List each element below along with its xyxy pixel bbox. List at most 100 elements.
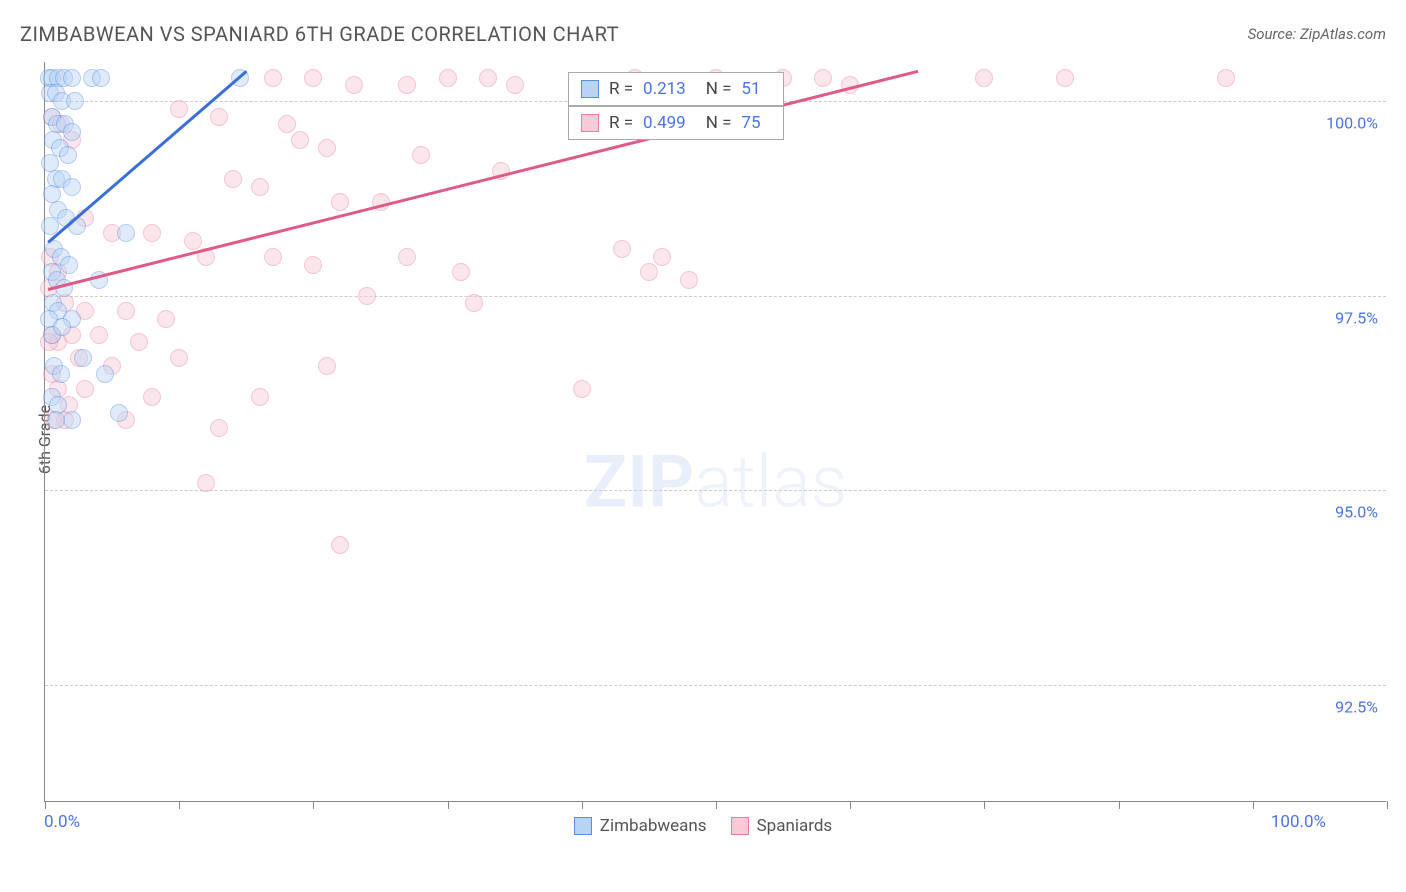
x-tick [179, 801, 180, 809]
scatter-point [251, 178, 269, 196]
x-tick [984, 801, 985, 809]
scatter-point [66, 92, 84, 110]
scatter-point [117, 302, 135, 320]
bottom-legend: Zimbabweans Spaniards [0, 816, 1406, 839]
scatter-point [210, 419, 228, 437]
legend-swatch [581, 114, 599, 132]
legend-swatch [731, 817, 749, 835]
scatter-point [63, 178, 81, 196]
scatter-point [412, 146, 430, 164]
scatter-point [304, 256, 322, 274]
x-tick [1253, 801, 1254, 809]
scatter-point [358, 287, 376, 305]
legend-swatch [574, 817, 592, 835]
scatter-point [304, 69, 322, 87]
scatter-point [318, 139, 336, 157]
scatter-point [331, 193, 349, 211]
legend-item: Zimbabweans [574, 816, 707, 836]
scatter-point [60, 256, 78, 274]
scatter-point [264, 69, 282, 87]
scatter-point [573, 380, 591, 398]
scatter-point [143, 388, 161, 406]
legend-swatch [581, 80, 599, 98]
scatter-point [653, 248, 671, 266]
chart-title: ZIMBABWEAN VS SPANIARD 6TH GRADE CORRELA… [20, 22, 619, 46]
scatter-point [74, 349, 92, 367]
scatter-point [157, 310, 175, 328]
scatter-point [197, 474, 215, 492]
scatter-point [975, 69, 993, 87]
y-tick-label: 95.0% [1335, 503, 1378, 522]
y-tick-label: 92.5% [1335, 698, 1378, 717]
scatter-point [398, 248, 416, 266]
legend-label: Zimbabweans [600, 816, 707, 836]
scatter-point [170, 100, 188, 118]
scatter-point [110, 404, 128, 422]
scatter-point [452, 263, 470, 281]
scatter-point [506, 76, 524, 94]
scatter-point [63, 123, 81, 141]
scatter-point [59, 146, 77, 164]
scatter-point [143, 224, 161, 242]
scatter-point [170, 349, 188, 367]
scatter-point [814, 69, 832, 87]
scatter-point [90, 326, 108, 344]
scatter-point [184, 232, 202, 250]
scatter-point [130, 333, 148, 351]
x-tick [716, 801, 717, 809]
scatter-point [1217, 69, 1235, 87]
x-tick [582, 801, 583, 809]
scatter-plot-area: ZIPatlas 92.5% 95.0% 97.5% 100.0% [44, 62, 1386, 802]
x-tick [45, 801, 46, 809]
scatter-point [251, 388, 269, 406]
r-value: 0.213 [643, 79, 686, 99]
scatter-point [345, 76, 363, 94]
watermark-atlas: atlas [694, 440, 847, 525]
n-value: 51 [741, 79, 760, 99]
source-link[interactable]: Source: ZipAtlas.com [1248, 25, 1386, 43]
n-value: 75 [741, 113, 760, 133]
n-label: N = [706, 79, 732, 99]
scatter-point [398, 76, 416, 94]
x-tick [313, 801, 314, 809]
scatter-point [680, 271, 698, 289]
scatter-point [291, 131, 309, 149]
scatter-point [1056, 69, 1074, 87]
stats-legend-row: R =0.499N =75 [568, 106, 784, 140]
scatter-point [640, 263, 658, 281]
scatter-point [96, 365, 114, 383]
x-tick [1387, 801, 1388, 809]
scatter-point [117, 224, 135, 242]
scatter-point [439, 69, 457, 87]
stats-legend-row: R = 0.213 N = 51 [568, 72, 784, 106]
scatter-point [210, 108, 228, 126]
legend-item: Spaniards [731, 816, 833, 836]
n-label: N = [706, 113, 732, 133]
x-tick [448, 801, 449, 809]
scatter-point [52, 365, 70, 383]
scatter-point [92, 69, 110, 87]
grid-line [45, 490, 1386, 491]
scatter-point [224, 170, 242, 188]
watermark-zip: ZIP [584, 440, 694, 525]
scatter-point [613, 240, 631, 258]
scatter-point [53, 318, 71, 336]
scatter-point [318, 357, 336, 375]
r-label: R = [609, 113, 633, 133]
scatter-point [264, 248, 282, 266]
chart-header: ZIMBABWEAN VS SPANIARD 6TH GRADE CORRELA… [0, 0, 1406, 56]
scatter-point [479, 69, 497, 87]
scatter-point [465, 294, 483, 312]
scatter-point [331, 536, 349, 554]
watermark-logo: ZIPatlas [584, 440, 848, 525]
x-tick [1119, 801, 1120, 809]
x-tick [850, 801, 851, 809]
y-tick-label: 97.5% [1335, 308, 1378, 327]
scatter-point [63, 411, 81, 429]
grid-line [45, 685, 1386, 686]
scatter-point [278, 115, 296, 133]
r-label: R = [609, 79, 633, 99]
scatter-point [76, 380, 94, 398]
grid-line [45, 296, 1386, 297]
y-tick-label: 100.0% [1326, 113, 1378, 132]
